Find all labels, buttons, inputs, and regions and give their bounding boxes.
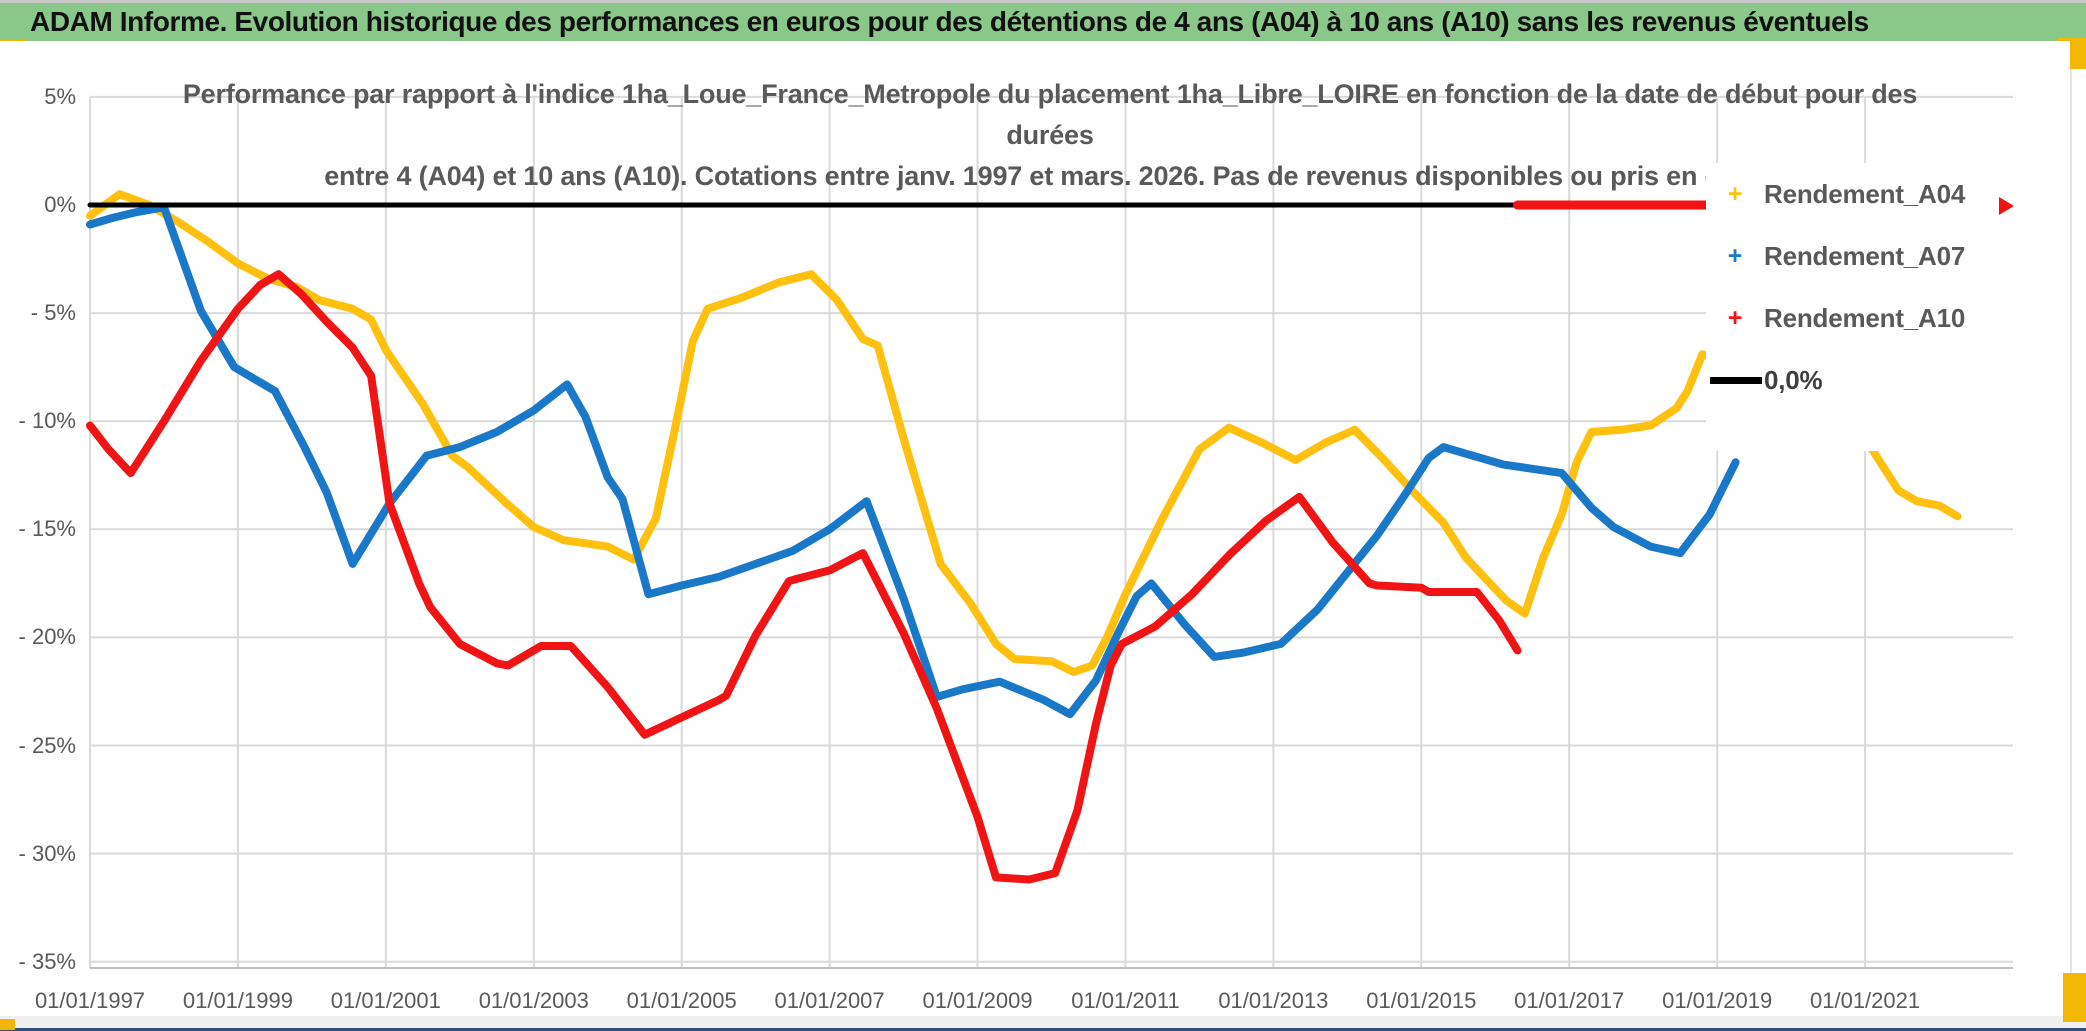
legend-line-marker-icon (1710, 376, 1762, 384)
series-rendement_a10 (86, 270, 1522, 884)
legend-label: Rendement_A10 (1764, 302, 1966, 333)
x-tick-label: 01/01/2019 (1662, 988, 1773, 1013)
top-border (0, 0, 2086, 3)
chart-legend[interactable]: + Rendement_A04 + Rendement_A07 + Rendement_A… (1706, 163, 2026, 451)
y-tick-label: - 20% (18, 624, 76, 650)
y-tick-label: - 25% (18, 732, 76, 758)
header-bar: ADAM Informe. Evolution historique des p… (0, 3, 2086, 41)
chart-title: Performance par rapport à l'indice 1ha_L… (150, 74, 1950, 197)
legend-label: Rendement_A07 (1764, 240, 1966, 271)
legend-label: Rendement_A04 (1764, 178, 1966, 209)
x-tick-label: 01/01/2013 (1218, 988, 1329, 1013)
x-tick-label: 01/01/2011 (1071, 988, 1180, 1013)
page-title: ADAM Informe. Evolution historique des p… (30, 6, 1869, 37)
x-tick-label: 01/01/2021 (1810, 988, 1921, 1013)
x-tick-label: 01/01/1999 (182, 988, 293, 1013)
legend-label: 0,0% (1764, 364, 1823, 395)
chart-canvas[interactable]: Performance par rapport à l'indice 1ha_L… (0, 41, 2070, 1016)
x-tick-label: 01/01/2017 (1514, 988, 1625, 1013)
x-tick-label: 01/01/2009 (922, 988, 1033, 1013)
x-tick-label: 01/01/2001 (330, 988, 441, 1013)
x-tick-label: 01/01/2005 (626, 988, 737, 1013)
y-tick-label: - 30% (18, 840, 76, 866)
y-tick-label: 0% (44, 192, 76, 217)
x-tick-label: 01/01/1997 (34, 988, 146, 1013)
chart-title-line-2: entre 4 (A04) et 10 ans (A10). Cotations… (324, 161, 1776, 191)
gold-corner-bottom-left (0, 1019, 15, 1030)
y-tick-label: 5% (44, 83, 76, 109)
series-end-arrow-icon (1999, 197, 2014, 215)
bottom-navy-border (0, 1028, 2086, 1031)
bottom-strip (0, 1016, 2086, 1029)
legend-plus-marker-icon: + (1727, 179, 1743, 208)
series-rendement_a07 (86, 203, 1740, 719)
y-tick-label: - 10% (18, 408, 76, 434)
y-tick-label: - 15% (18, 516, 76, 542)
y-tick-label: - 5% (30, 300, 76, 326)
legend-item[interactable]: 0,0% (1706, 349, 2026, 411)
legend-item[interactable]: + Rendement_A10 (1706, 287, 2026, 349)
gold-corner-bottom-right (2063, 973, 2086, 1022)
series-rendement_a04 (86, 190, 1962, 676)
chart-title-line-1: Performance par rapport à l'indice 1ha_L… (182, 79, 1918, 150)
legend-plus-marker-icon: + (1727, 241, 1743, 270)
x-tick-label: 01/01/2007 (774, 988, 885, 1013)
legend-item[interactable]: + Rendement_A04 (1706, 163, 2026, 225)
x-tick-label: 01/01/2015 (1366, 988, 1477, 1013)
y-tick-label: - 35% (18, 948, 76, 974)
legend-item[interactable]: + Rendement_A07 (1706, 225, 2026, 287)
x-tick-label: 01/01/2003 (478, 988, 589, 1013)
legend-plus-marker-icon: + (1727, 303, 1743, 332)
right-frame-line (2070, 69, 2072, 973)
